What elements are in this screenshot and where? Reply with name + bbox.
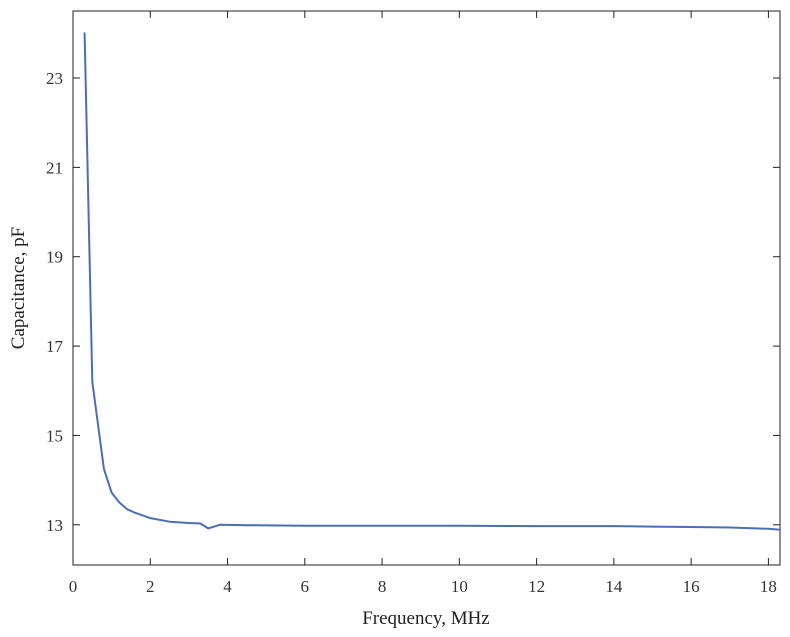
x-tick-label: 2 xyxy=(146,577,155,596)
y-tick-label: 17 xyxy=(46,337,64,356)
x-tick-label: 14 xyxy=(605,577,623,596)
y-axis-ticks: 13 15 17 19 21 23 xyxy=(46,69,780,535)
y-tick-label: 19 xyxy=(46,248,63,267)
y-tick-label: 21 xyxy=(46,158,63,177)
x-tick-label: 6 xyxy=(301,577,310,596)
y-tick-label: 15 xyxy=(46,426,63,445)
series-line xyxy=(83,32,781,531)
x-tick-label: 16 xyxy=(683,577,700,596)
y-tick-label: 13 xyxy=(46,516,63,535)
series-layer xyxy=(83,32,781,531)
y-axis-label: Capacitance, pF xyxy=(8,227,29,349)
x-tick-label: 18 xyxy=(760,577,777,596)
x-tick-label: 8 xyxy=(378,577,387,596)
plot-frame xyxy=(72,10,781,566)
x-axis-ticks: 0 2 4 6 8 10 12 14 16 18 xyxy=(69,11,777,596)
x-tick-label: 0 xyxy=(69,577,78,596)
y-tick-label: 23 xyxy=(46,69,63,88)
x-tick-label: 12 xyxy=(528,577,545,596)
x-tick-label: 4 xyxy=(223,577,232,596)
x-axis-label: Frequency, MHz xyxy=(362,608,490,629)
x-tick-label: 10 xyxy=(451,577,468,596)
